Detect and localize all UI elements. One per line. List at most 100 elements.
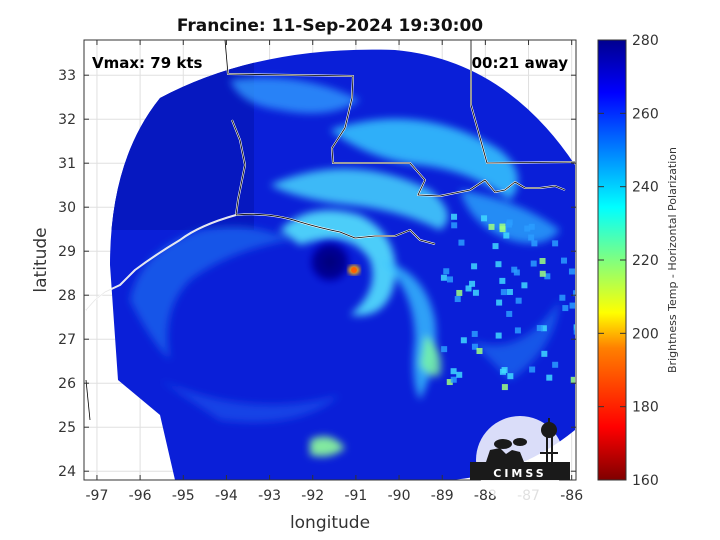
convective-cell — [500, 289, 507, 296]
chart-title: Francine: 11-Sep-2024 19:30:00 — [177, 16, 483, 36]
convective-cell — [559, 294, 566, 301]
convective-cell — [469, 280, 476, 287]
x-tick-label: -96 — [129, 488, 152, 504]
convective-cell — [499, 368, 506, 375]
convective-cell — [546, 374, 553, 381]
convective-cell — [499, 277, 506, 284]
colorbar-tick-label: 260 — [632, 106, 659, 122]
convective-cell — [451, 222, 458, 229]
convective-cell — [530, 260, 537, 267]
convective-cell — [471, 343, 478, 350]
convective-cell — [568, 268, 575, 275]
y-tick-label: 29 — [58, 244, 76, 260]
convective-cell — [539, 258, 546, 265]
convective-cell — [528, 234, 535, 241]
logo-text: CIMSS — [493, 467, 546, 480]
x-tick-label: -95 — [172, 488, 195, 504]
y-tick-label: 28 — [58, 288, 76, 304]
convective-cell — [471, 263, 478, 270]
convective-cell — [456, 289, 463, 296]
y-tick-label: 30 — [58, 200, 76, 216]
convective-cell — [446, 276, 453, 283]
convective-cell — [441, 346, 448, 353]
colorbar-tick-label: 200 — [632, 326, 659, 342]
convective-cell — [552, 240, 559, 247]
convective-cell — [562, 305, 569, 312]
convective-cell — [531, 240, 538, 247]
colorbar-tick-label: 280 — [632, 33, 659, 49]
x-axis-label: longitude — [290, 513, 370, 533]
convective-cell — [492, 243, 499, 250]
colorbar-tick-label: 180 — [632, 400, 659, 416]
convective-cell — [465, 285, 472, 292]
y-axis-label: latitude — [31, 227, 51, 292]
y-tick-label: 31 — [58, 156, 76, 172]
convective-cell — [454, 296, 461, 303]
convective-cell — [456, 371, 463, 378]
axes-frame — [83, 39, 577, 481]
convective-cell — [488, 223, 495, 230]
x-tick-label: -90 — [388, 488, 411, 504]
colorbar-ticks: 160 180 200 220 240 260 280 — [598, 33, 659, 489]
convective-cell — [506, 310, 513, 317]
convective-cell — [505, 221, 512, 228]
convective-cell — [573, 324, 575, 331]
vmax-annotation: Vmax: 79 kts — [92, 54, 202, 72]
convective-cell — [471, 330, 478, 337]
convective-cell — [472, 289, 479, 296]
x-tick-label: -89 — [431, 488, 454, 504]
convective-cell — [496, 299, 503, 306]
convective-cell — [552, 361, 559, 368]
x-tick-label: -91 — [344, 488, 367, 504]
colorbar-tick-label: 240 — [632, 180, 659, 196]
convective-cell — [539, 270, 546, 277]
colorbar-tick-label: 160 — [632, 473, 659, 489]
y-tick-label: 24 — [58, 464, 76, 480]
convective-cell — [495, 261, 502, 268]
y-tick-label: 27 — [58, 332, 76, 348]
convective-cell — [450, 376, 457, 383]
convective-cell — [536, 325, 543, 332]
x-tick-label: -94 — [215, 488, 238, 504]
convective-cell — [569, 302, 575, 309]
convective-cell — [573, 328, 575, 335]
convective-cell — [515, 297, 522, 304]
y-tick-label: 26 — [58, 376, 76, 392]
convective-cell — [499, 223, 506, 230]
convective-cell — [540, 325, 547, 332]
convective-cell — [573, 290, 575, 297]
x-tick-label: -93 — [258, 488, 281, 504]
convective-cell — [501, 384, 508, 391]
brightness-temp-swath — [110, 49, 575, 480]
convective-cell — [570, 376, 575, 383]
convective-cell — [451, 213, 458, 220]
x-tick-label: -97 — [86, 488, 109, 504]
convective-cell — [521, 282, 528, 289]
time-away-annotation: 00:21 away — [472, 54, 569, 72]
convective-cell — [560, 257, 567, 264]
convective-cell — [529, 366, 536, 373]
coastline-map — [85, 40, 576, 421]
convective-cell — [443, 268, 450, 275]
convective-cell — [524, 225, 531, 232]
convective-cell — [544, 273, 551, 280]
convective-cell — [458, 239, 465, 246]
convective-cell — [450, 368, 457, 375]
colorbar-label: Brightness Temp - Horizontal Polarizatio… — [666, 147, 679, 373]
convective-cell — [495, 332, 502, 339]
x-tick-label: -86 — [560, 488, 583, 504]
convective-cell — [440, 274, 447, 281]
convective-cell — [476, 347, 483, 354]
convective-cell — [507, 373, 514, 380]
y-axis-ticks: 24 25 26 27 28 29 30 31 32 33 — [58, 68, 576, 480]
convective-cell — [541, 350, 548, 357]
x-tick-label: -92 — [301, 488, 324, 504]
convective-cell — [481, 215, 488, 222]
convective-cell — [511, 266, 518, 273]
y-tick-label: 33 — [58, 68, 76, 84]
convective-cell — [506, 288, 513, 295]
convective-cell — [446, 379, 453, 386]
convective-cell — [460, 337, 467, 344]
convective-cell — [503, 232, 510, 239]
